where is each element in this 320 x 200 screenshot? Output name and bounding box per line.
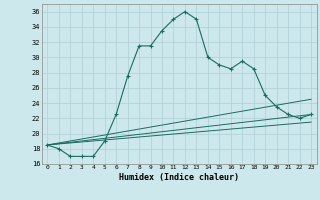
X-axis label: Humidex (Indice chaleur): Humidex (Indice chaleur) [119,173,239,182]
